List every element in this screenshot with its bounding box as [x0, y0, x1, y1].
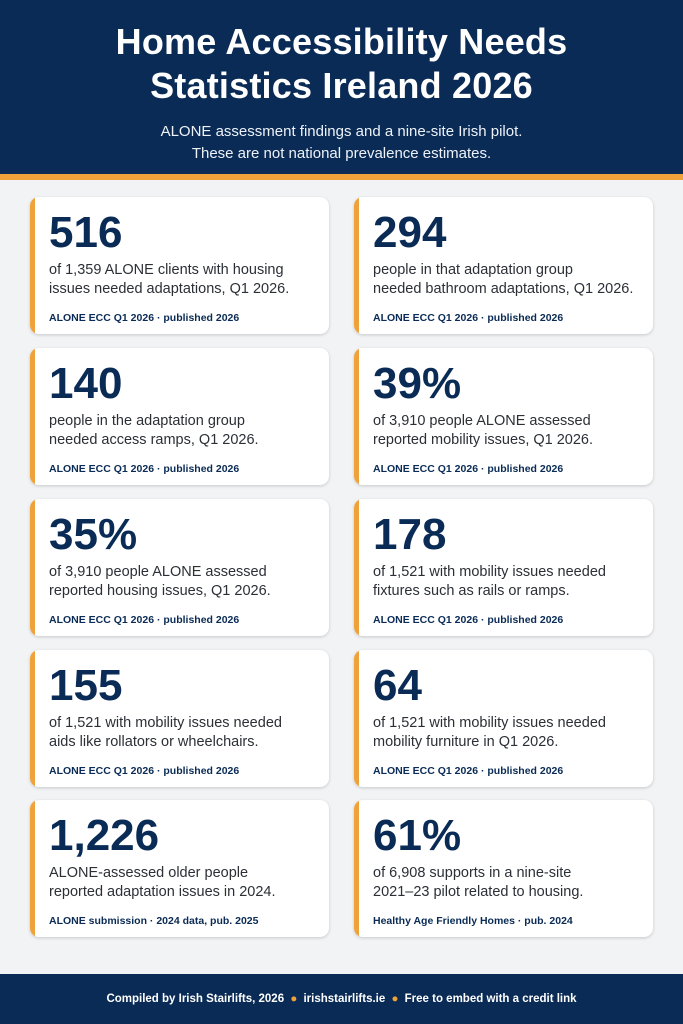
desc-line: needed access ramps, Q1 2026.: [49, 432, 259, 448]
subtitle-line-2: These are not national prevalence estima…: [191, 145, 492, 162]
stat-description: ALONE-assessed older people reported ada…: [49, 864, 321, 902]
card-accent-bar: [354, 650, 359, 787]
desc-line: mobility furniture in Q1 2026.: [373, 734, 559, 750]
card-accent-bar: [30, 800, 35, 937]
card-accent-bar: [30, 197, 35, 334]
stat-description: of 6,908 supports in a nine-site 2021–23…: [373, 864, 645, 902]
footer-banner: Compiled by Irish Stairlifts, 2026 ● iri…: [0, 974, 683, 1024]
stat-card: 516 of 1,359 ALONE clients with housing …: [30, 197, 329, 334]
stat-value: 294: [373, 208, 447, 257]
desc-line: of 1,359 ALONE clients with housing: [49, 262, 284, 278]
desc-line: of 3,910 people ALONE assessed: [373, 413, 591, 429]
stat-value: 61%: [373, 811, 462, 860]
desc-line: fixtures such as rails or ramps.: [373, 583, 570, 599]
stat-value: 155: [49, 661, 123, 710]
stat-source: ALONE ECC Q1 2026 · published 2026: [49, 312, 240, 324]
stat-source: ALONE ECC Q1 2026 · published 2026: [49, 765, 240, 777]
title-line-1: Home Accessibility Needs: [115, 21, 568, 62]
subtitle-line-1: ALONE assessment findings and a nine-sit…: [160, 123, 523, 140]
stat-value: 64: [373, 661, 422, 710]
stat-value: 140: [49, 359, 123, 408]
card-accent-bar: [354, 800, 359, 937]
stat-card: 64 of 1,521 with mobility issues needed …: [354, 650, 653, 787]
bullet-icon: ●: [391, 993, 399, 1005]
stat-source: ALONE submission · 2024 data, pub. 2025: [49, 915, 259, 927]
stat-source: ALONE ECC Q1 2026 · published 2026: [49, 614, 240, 626]
desc-line: of 1,521 with mobility issues needed: [373, 715, 606, 731]
stat-source: Healthy Age Friendly Homes · pub. 2024: [373, 915, 573, 927]
card-accent-bar: [30, 499, 35, 636]
stat-description: of 3,910 people ALONE assessed reported …: [373, 412, 645, 450]
desc-line: of 3,910 people ALONE assessed: [49, 564, 267, 580]
card-accent-bar: [354, 348, 359, 485]
desc-line: needed bathroom adaptations, Q1 2026.: [373, 281, 634, 297]
footer-embed-note: Free to embed with a credit link: [404, 993, 577, 1005]
header-banner: Home Accessibility Needs Statistics Irel…: [0, 0, 683, 174]
desc-line: ALONE-assessed older people: [49, 865, 249, 881]
stat-source: ALONE ECC Q1 2026 · published 2026: [49, 463, 240, 475]
stat-card: 178 of 1,521 with mobility issues needed…: [354, 499, 653, 636]
stat-value: 1,226: [49, 811, 160, 860]
header-accent-rule: [0, 174, 683, 180]
desc-line: issues needed adaptations, Q1 2026.: [49, 281, 290, 297]
stat-description: people in the adaptation group needed ac…: [49, 412, 321, 450]
stat-source: ALONE ECC Q1 2026 · published 2026: [373, 765, 564, 777]
bullet-icon: ●: [290, 993, 298, 1005]
stat-card: 155 of 1,521 with mobility issues needed…: [30, 650, 329, 787]
stat-source: ALONE ECC Q1 2026 · published 2026: [373, 463, 564, 475]
stat-card: 140 people in the adaptation group neede…: [30, 348, 329, 485]
desc-line: of 1,521 with mobility issues needed: [49, 715, 282, 731]
card-accent-bar: [30, 650, 35, 787]
stat-card: 39% of 3,910 people ALONE assessed repor…: [354, 348, 653, 485]
stat-description: people in that adaptation group needed b…: [373, 261, 645, 299]
desc-line: reported mobility issues, Q1 2026.: [373, 432, 594, 448]
page-title: Home Accessibility Needs Statistics Irel…: [0, 20, 683, 108]
stat-description: of 1,359 ALONE clients with housing issu…: [49, 261, 321, 299]
stat-card: 61% of 6,908 supports in a nine-site 202…: [354, 800, 653, 937]
desc-line: people in that adaptation group: [373, 262, 573, 278]
desc-line: people in the adaptation group: [49, 413, 245, 429]
stat-card: 35% of 3,910 people ALONE assessed repor…: [30, 499, 329, 636]
stat-source: ALONE ECC Q1 2026 · published 2026: [373, 614, 564, 626]
page-subtitle: ALONE assessment findings and a nine-sit…: [0, 121, 683, 165]
desc-line: of 1,521 with mobility issues needed: [373, 564, 606, 580]
stat-description: of 1,521 with mobility issues needed mob…: [373, 714, 645, 752]
card-accent-bar: [354, 499, 359, 636]
footer-credit: Compiled by Irish Stairlifts, 2026: [106, 993, 285, 1005]
stat-value: 178: [373, 510, 447, 559]
stat-value: 39%: [373, 359, 462, 408]
stat-card: 294 people in that adaptation group need…: [354, 197, 653, 334]
footer-website-link[interactable]: irishstairlifts.ie: [303, 993, 386, 1005]
stat-value: 516: [49, 208, 123, 257]
desc-line: reported adaptation issues in 2024.: [49, 884, 276, 900]
card-accent-bar: [30, 348, 35, 485]
card-accent-bar: [354, 197, 359, 334]
desc-line: 2021–23 pilot related to housing.: [373, 884, 584, 900]
stat-description: of 1,521 with mobility issues needed aid…: [49, 714, 321, 752]
title-line-2: Statistics Ireland 2026: [150, 65, 533, 106]
stat-description: of 3,910 people ALONE assessed reported …: [49, 563, 321, 601]
stat-description: of 1,521 with mobility issues needed fix…: [373, 563, 645, 601]
desc-line: aids like rollators or wheelchairs.: [49, 734, 259, 750]
desc-line: reported housing issues, Q1 2026.: [49, 583, 271, 599]
stat-value: 35%: [49, 510, 138, 559]
stat-source: ALONE ECC Q1 2026 · published 2026: [373, 312, 564, 324]
stat-card: 1,226 ALONE-assessed older people report…: [30, 800, 329, 937]
desc-line: of 6,908 supports in a nine-site: [373, 865, 572, 881]
